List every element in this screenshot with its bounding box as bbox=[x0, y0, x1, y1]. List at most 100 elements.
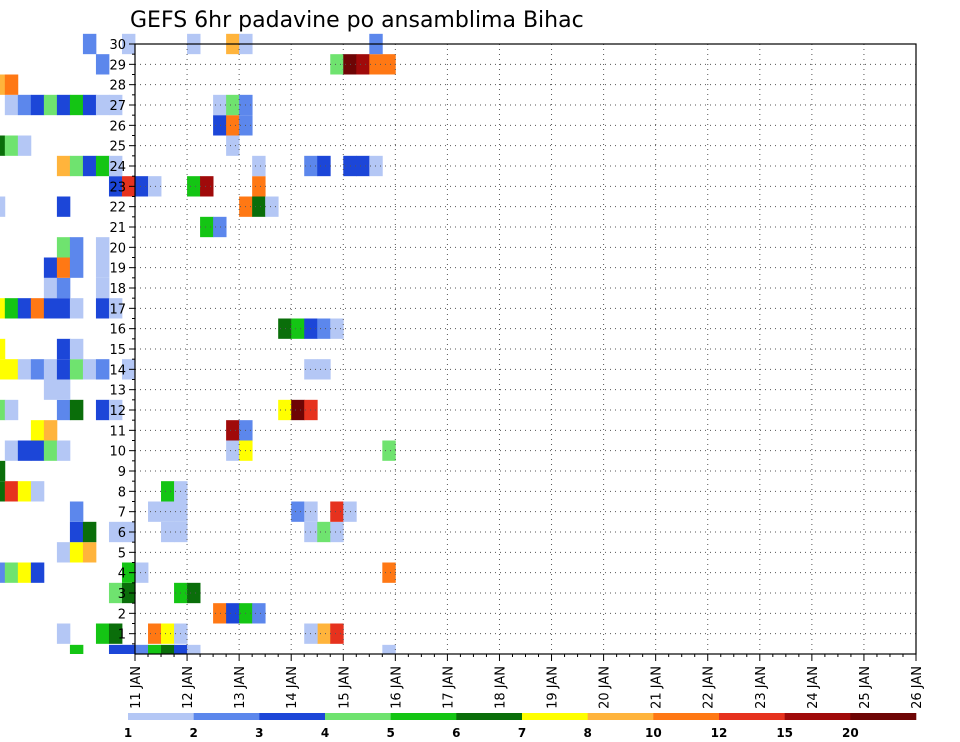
heatmap-cell bbox=[252, 603, 266, 624]
legend-swatch bbox=[850, 713, 917, 720]
heatmap-cell bbox=[0, 74, 6, 95]
heatmap-cell bbox=[343, 54, 357, 75]
legend-label: 6 bbox=[452, 726, 460, 740]
heatmap-cell bbox=[121, 562, 136, 583]
heatmap-cell bbox=[108, 623, 123, 644]
legend-swatch bbox=[522, 713, 588, 720]
y-tick-label: 9 bbox=[118, 465, 126, 480]
heatmap-cell bbox=[265, 196, 279, 217]
heatmap-cell bbox=[121, 521, 136, 543]
heatmap-cell bbox=[382, 562, 396, 583]
heatmap-cell bbox=[330, 501, 344, 522]
y-axis: 1234567891011121314151617181920212223242… bbox=[109, 38, 135, 645]
heatmap-cell bbox=[291, 501, 305, 522]
x-tick-label: 23 JAN bbox=[754, 666, 769, 709]
heatmap-cell bbox=[4, 440, 19, 461]
heatmap-cell bbox=[226, 135, 240, 156]
heatmap-cell bbox=[252, 155, 266, 177]
heatmap-cell bbox=[82, 359, 97, 380]
legend-swatch bbox=[325, 713, 391, 720]
heatmap-cell bbox=[56, 277, 71, 299]
heatmap-cell bbox=[30, 562, 45, 583]
heatmap-cell bbox=[56, 623, 71, 644]
y-tick-label: 17 bbox=[109, 302, 126, 317]
heatmap-cell bbox=[43, 379, 58, 400]
heatmap-cell bbox=[108, 155, 123, 177]
heatmap-cell bbox=[4, 359, 19, 380]
heatmap-cell bbox=[369, 155, 383, 177]
x-tick-label: 14 JAN bbox=[285, 666, 300, 709]
legend-label: 1 bbox=[124, 726, 132, 740]
heatmap-cell bbox=[382, 644, 396, 654]
heatmap-cell bbox=[226, 440, 240, 461]
heatmap-cell bbox=[56, 440, 71, 461]
heatmap-cell bbox=[69, 521, 84, 543]
legend-label: 20 bbox=[842, 726, 859, 740]
color-legend: 1 2 3 4 5 6 7 8 10 12 15 20 bbox=[124, 713, 917, 740]
y-tick-label: 22 bbox=[109, 201, 126, 216]
heatmap-cell bbox=[121, 582, 136, 604]
heatmap-cell bbox=[43, 94, 58, 116]
heatmap-cell bbox=[30, 481, 45, 502]
heatmap-cell bbox=[0, 298, 6, 319]
heatmap-cell bbox=[82, 521, 97, 543]
heatmap-cell bbox=[317, 318, 331, 339]
heatmap-cell bbox=[30, 359, 45, 380]
y-tick-label: 10 bbox=[109, 445, 126, 460]
heatmap-cell bbox=[95, 399, 110, 421]
heatmap-cell bbox=[226, 603, 240, 624]
legend-label: 7 bbox=[518, 726, 526, 740]
heatmap-cell bbox=[108, 298, 123, 319]
heatmap-cell bbox=[161, 623, 175, 644]
heatmap-cell bbox=[330, 521, 344, 543]
heatmap-cell bbox=[356, 155, 370, 177]
heatmap-cell bbox=[135, 176, 149, 197]
heatmap-cell bbox=[17, 94, 32, 116]
y-tick-label: 1 bbox=[118, 628, 126, 643]
legend-swatch bbox=[587, 713, 654, 720]
heatmap-cell bbox=[69, 94, 84, 116]
x-tick-label: 26 JAN bbox=[910, 666, 925, 709]
y-tick-label: 26 bbox=[109, 119, 126, 134]
heatmap-cell bbox=[343, 501, 357, 522]
heatmap-cell bbox=[0, 135, 6, 156]
y-tick-label: 29 bbox=[109, 58, 126, 73]
heatmap-cell bbox=[382, 54, 396, 75]
heatmap-cell bbox=[69, 338, 84, 360]
heatmap-cell bbox=[369, 54, 383, 75]
heatmap-cell bbox=[69, 501, 84, 522]
heatmap-cell bbox=[69, 155, 84, 177]
heatmap-cell bbox=[56, 379, 71, 400]
y-tick-label: 6 bbox=[118, 526, 126, 541]
x-tick-label: 25 JAN bbox=[858, 666, 873, 709]
y-tick-label: 25 bbox=[109, 140, 126, 155]
heatmap-cell bbox=[108, 582, 123, 604]
heatmap-cell bbox=[330, 623, 344, 644]
heatmap-cell bbox=[121, 359, 136, 380]
legend-label: 4 bbox=[321, 726, 329, 740]
x-tick-label: 22 JAN bbox=[702, 666, 717, 709]
heatmap-cell bbox=[121, 33, 136, 55]
y-tick-label: 27 bbox=[109, 99, 126, 114]
x-tick-label: 24 JAN bbox=[806, 666, 821, 709]
heatmap-cell bbox=[226, 115, 240, 136]
heatmap-cell bbox=[317, 359, 331, 380]
y-tick-label: 20 bbox=[109, 241, 126, 256]
heatmap-cell bbox=[108, 94, 123, 116]
heatmap-cell bbox=[69, 257, 84, 278]
y-tick-label: 14 bbox=[109, 363, 126, 378]
grid-lines bbox=[135, 44, 916, 654]
heatmap-cell bbox=[4, 399, 19, 421]
legend-label: 2 bbox=[189, 726, 197, 740]
heatmap-cell bbox=[56, 338, 71, 360]
heatmap-cell bbox=[4, 94, 19, 116]
heatmap-cell bbox=[108, 644, 123, 654]
heatmap-cell bbox=[17, 562, 32, 583]
y-tick-label: 16 bbox=[109, 323, 126, 338]
heatmap-cell bbox=[317, 623, 331, 644]
heatmap-cell bbox=[95, 54, 110, 75]
heatmap-cell bbox=[17, 298, 32, 319]
legend-label: 10 bbox=[645, 726, 662, 740]
x-tick-label: 17 JAN bbox=[441, 666, 456, 709]
heatmap-cell bbox=[291, 399, 305, 421]
